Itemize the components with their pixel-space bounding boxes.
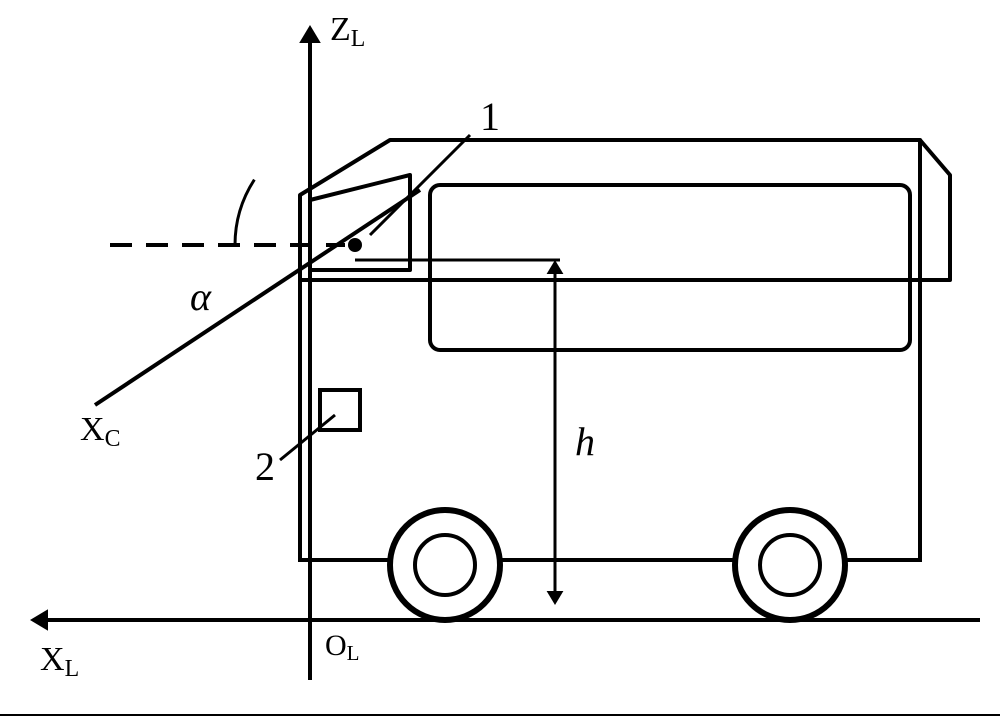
- arrowhead-shape: [547, 260, 564, 274]
- van-windshield: [310, 175, 410, 270]
- arrowhead-shape: [299, 25, 321, 43]
- van-wheel-rear-outer: [735, 510, 845, 620]
- van-wheel-front-outer: [390, 510, 500, 620]
- z-axis-label: ZL: [330, 11, 365, 52]
- arrowhead-shape: [30, 609, 48, 631]
- van-body: [300, 280, 920, 560]
- angle-arc: [235, 180, 254, 245]
- coordinate-diagram: XL ZL OL XC α 1 2 h: [0, 0, 1000, 728]
- origin-label: OL: [325, 629, 360, 665]
- camera-axis-label: XC: [80, 411, 120, 452]
- height-h-label: h: [575, 419, 595, 464]
- callout-1-label: 1: [480, 94, 500, 139]
- x-axis-label: XL: [40, 641, 79, 682]
- leader-line-2: [280, 415, 335, 460]
- arrowhead-shape: [547, 591, 564, 605]
- camera-origin-dot: [348, 238, 362, 252]
- van-side-window: [430, 185, 910, 350]
- callout-2-label: 2: [255, 444, 275, 489]
- van-roof-rear: [920, 140, 950, 280]
- angle-alpha-label: α: [190, 274, 212, 319]
- camera-axis-line: [95, 190, 420, 405]
